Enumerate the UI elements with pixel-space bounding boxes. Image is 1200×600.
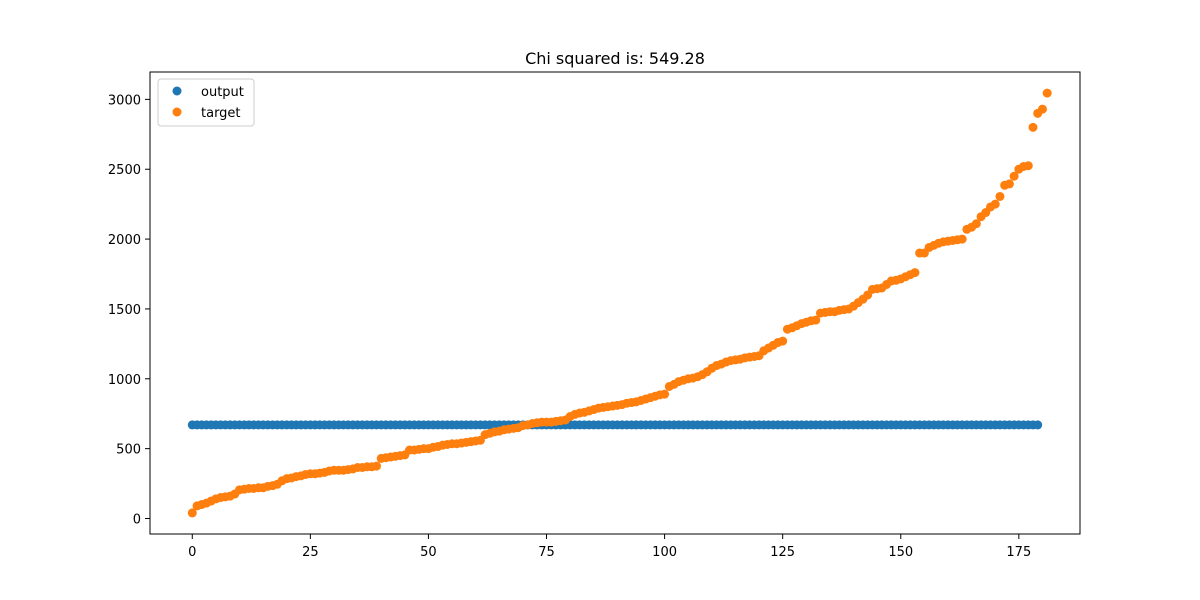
x-tick-label: 25: [302, 545, 319, 560]
target-point: [1004, 179, 1014, 189]
legend-box: [157, 78, 255, 127]
target-point: [660, 389, 670, 399]
legend-marker-output: [172, 86, 182, 96]
target-point: [990, 199, 1000, 209]
target-point: [371, 461, 381, 471]
target-point: [1023, 161, 1033, 171]
target-point: [910, 268, 920, 278]
y-tick-label: 0: [133, 512, 141, 527]
y-tick-label: 1000: [108, 373, 141, 388]
x-tick-label: 50: [420, 545, 437, 560]
y-tick-label: 1500: [108, 303, 141, 318]
legend-marker-target: [172, 107, 182, 117]
y-tick-label: 2000: [108, 233, 141, 248]
x-tick-label: 100: [652, 545, 677, 560]
x-tick-label: 0: [188, 545, 196, 560]
target-point: [1009, 171, 1019, 181]
chart-title: Chi squared is: 549.28: [525, 49, 705, 68]
y-axis: 0 500 1000 1500 2000 2500 3000: [108, 93, 150, 527]
target-point: [995, 191, 1005, 201]
target-point: [187, 508, 197, 518]
output-point: [1033, 420, 1043, 430]
x-tick-label: 175: [1006, 545, 1031, 560]
plot-area: [149, 71, 1081, 535]
target-point: [1028, 122, 1038, 132]
x-axis: 0 25 50 75 100 125 150 175: [188, 534, 1031, 560]
legend-label-target: target: [201, 106, 241, 121]
target-point: [811, 315, 821, 325]
legend: output target: [157, 78, 255, 127]
legend-label-output: output: [201, 85, 244, 100]
axes-frame: [149, 71, 1081, 535]
target-point: [1037, 104, 1047, 114]
x-tick-label: 125: [770, 545, 795, 560]
target-point: [957, 234, 967, 244]
y-tick-label: 500: [116, 443, 141, 458]
target-point: [971, 219, 981, 229]
y-tick-label: 3000: [108, 93, 141, 108]
target-point: [778, 336, 788, 346]
y-tick-label: 2500: [108, 163, 141, 178]
target-point: [1042, 88, 1052, 98]
x-tick-label: 75: [538, 545, 555, 560]
x-tick-label: 150: [888, 545, 913, 560]
